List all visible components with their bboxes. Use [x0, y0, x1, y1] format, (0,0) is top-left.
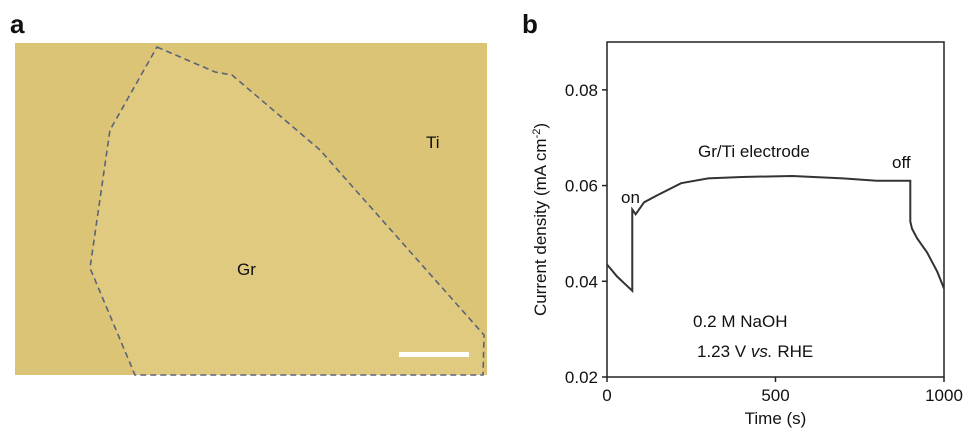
annotation: on — [621, 188, 640, 207]
annotation-part: RHE — [773, 342, 814, 361]
panel-label: b — [522, 9, 538, 39]
y-tick-label: 0.06 — [565, 177, 598, 196]
y-tick-label: 0.08 — [565, 81, 598, 100]
figure: a b Ti Gr 0.02 0.04 0.06 0.08 0 500 1000 Time (… — [0, 0, 969, 435]
x-tick-label: 0 — [602, 386, 611, 405]
panel-label: a — [10, 9, 25, 39]
region-label: Ti — [426, 133, 440, 152]
x-tick-label: 1000 — [925, 386, 963, 405]
region-label: Gr — [237, 260, 256, 279]
annotation: 0.2 M NaOH — [693, 312, 787, 331]
annotation: Gr/Ti electrode — [698, 142, 810, 161]
y-axis-label-part: ) — [531, 123, 550, 129]
y-axis-label-sup: -2 — [531, 129, 543, 139]
y-tick-label: 0.04 — [565, 272, 598, 291]
scale-bar — [399, 352, 469, 357]
micrograph: Ti Gr — [15, 43, 487, 375]
x-axis-label: Time (s) — [745, 409, 807, 428]
y-axis-label-part: Current density (mA cm — [531, 138, 550, 316]
data-line — [607, 176, 944, 291]
annotation-part: vs. — [751, 342, 773, 361]
annotation: 1.23 V vs. RHE — [697, 342, 813, 361]
x-tick-label: 500 — [761, 386, 789, 405]
y-axis-label: Current density (mA cm-2) — [531, 123, 550, 316]
chart: 0.02 0.04 0.06 0.08 0 500 1000 Time (s) Current … — [531, 42, 963, 428]
y-tick-label: 0.02 — [565, 368, 598, 387]
annotation-part: 1.23 V — [697, 342, 751, 361]
annotation: off — [892, 153, 911, 172]
